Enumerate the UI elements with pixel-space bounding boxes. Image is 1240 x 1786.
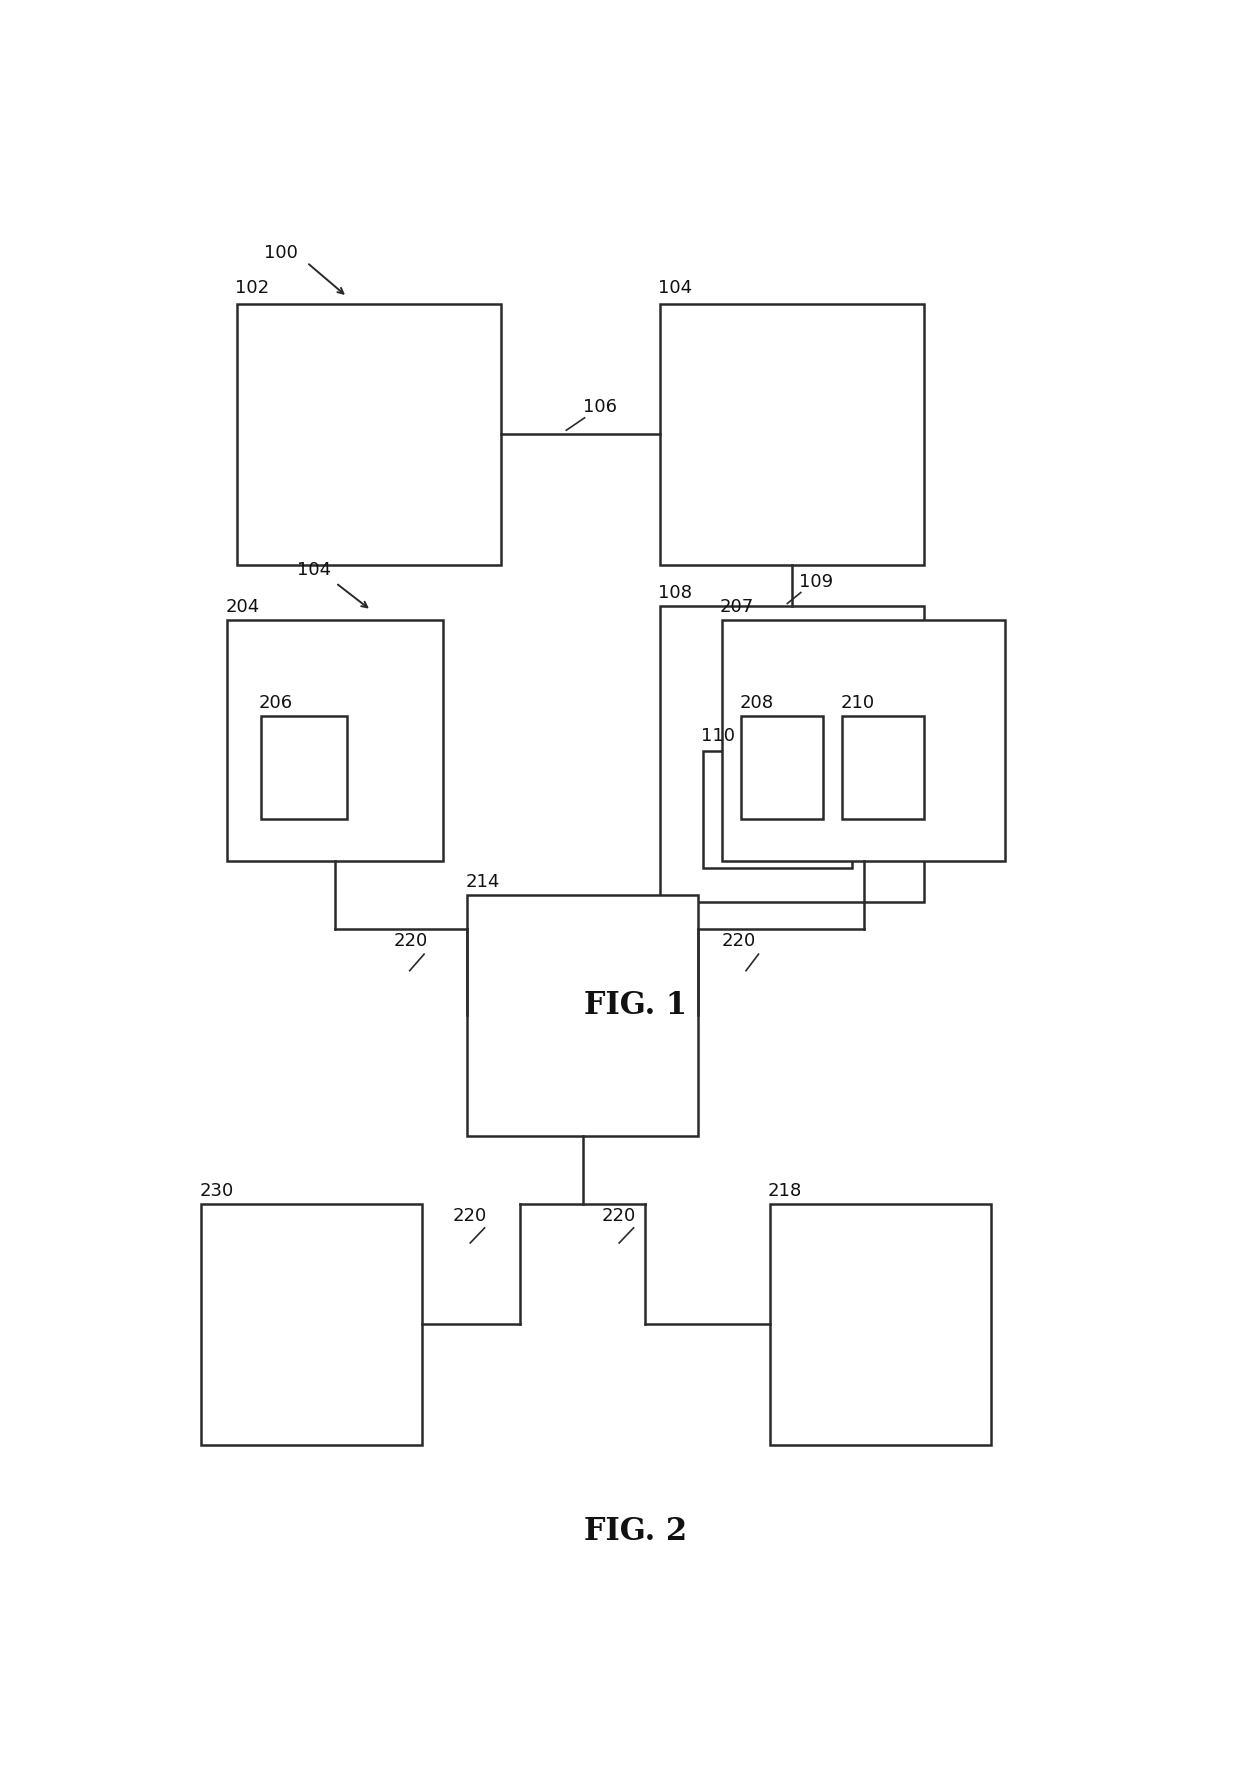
Text: 230: 230 (200, 1182, 233, 1200)
Text: 104: 104 (298, 561, 331, 579)
Text: 206: 206 (259, 695, 293, 713)
Text: 102: 102 (234, 279, 269, 296)
Text: 220: 220 (601, 1207, 636, 1225)
Text: 110: 110 (701, 727, 735, 745)
FancyBboxPatch shape (260, 716, 347, 820)
FancyBboxPatch shape (467, 895, 698, 1136)
Text: 218: 218 (768, 1182, 802, 1200)
FancyBboxPatch shape (201, 1204, 422, 1445)
Text: 208: 208 (739, 695, 774, 713)
Text: 106: 106 (583, 398, 616, 416)
FancyBboxPatch shape (722, 620, 1006, 861)
Text: FIG. 2: FIG. 2 (584, 1516, 687, 1547)
FancyBboxPatch shape (842, 716, 924, 820)
FancyBboxPatch shape (237, 304, 501, 564)
FancyBboxPatch shape (703, 750, 852, 868)
Text: 220: 220 (453, 1207, 487, 1225)
Text: 207: 207 (720, 598, 754, 616)
FancyBboxPatch shape (660, 605, 924, 902)
Text: 204: 204 (226, 598, 259, 616)
FancyBboxPatch shape (227, 620, 444, 861)
Text: 214: 214 (465, 873, 500, 891)
Text: 108: 108 (657, 584, 692, 602)
Text: FIG. 1: FIG. 1 (584, 989, 687, 1020)
FancyBboxPatch shape (742, 716, 823, 820)
Text: 220: 220 (393, 932, 428, 950)
Text: 100: 100 (264, 245, 298, 263)
FancyBboxPatch shape (770, 1204, 991, 1445)
Text: 210: 210 (841, 695, 874, 713)
Text: 104: 104 (657, 279, 692, 296)
Text: 220: 220 (722, 932, 756, 950)
FancyBboxPatch shape (660, 304, 924, 564)
Text: 109: 109 (799, 573, 833, 591)
